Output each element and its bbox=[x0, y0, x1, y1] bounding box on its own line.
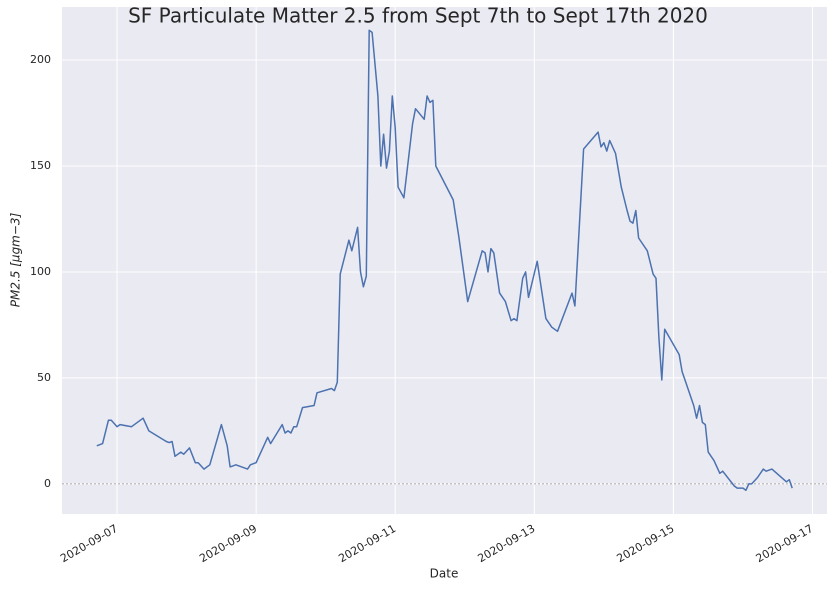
y-tick-label: 50 bbox=[37, 371, 51, 384]
x-tick-label: 2020-09-11 bbox=[336, 522, 398, 565]
x-tick-label: 2020-09-15 bbox=[615, 522, 677, 565]
chart-title: SF Particulate Matter 2.5 from Sept 7th … bbox=[128, 4, 708, 28]
x-tick-label: 2020-09-07 bbox=[58, 522, 120, 565]
y-tick-label: 200 bbox=[30, 53, 51, 66]
x-axis-label: Date bbox=[430, 567, 459, 581]
y-tick-label: 0 bbox=[44, 477, 51, 490]
y-tick-label: 150 bbox=[30, 159, 51, 172]
data-line bbox=[96, 29, 793, 492]
x-tick-label: 2020-09-13 bbox=[475, 522, 537, 565]
y-axis-label: PM2.5 [μgm−3] bbox=[9, 212, 23, 307]
x-tick-label: 2020-09-17 bbox=[754, 522, 816, 565]
plot-area bbox=[62, 7, 827, 514]
grid bbox=[62, 7, 827, 514]
marks bbox=[62, 29, 827, 492]
y-tick-label: 100 bbox=[30, 265, 51, 278]
x-tick-label: 2020-09-09 bbox=[197, 522, 259, 565]
